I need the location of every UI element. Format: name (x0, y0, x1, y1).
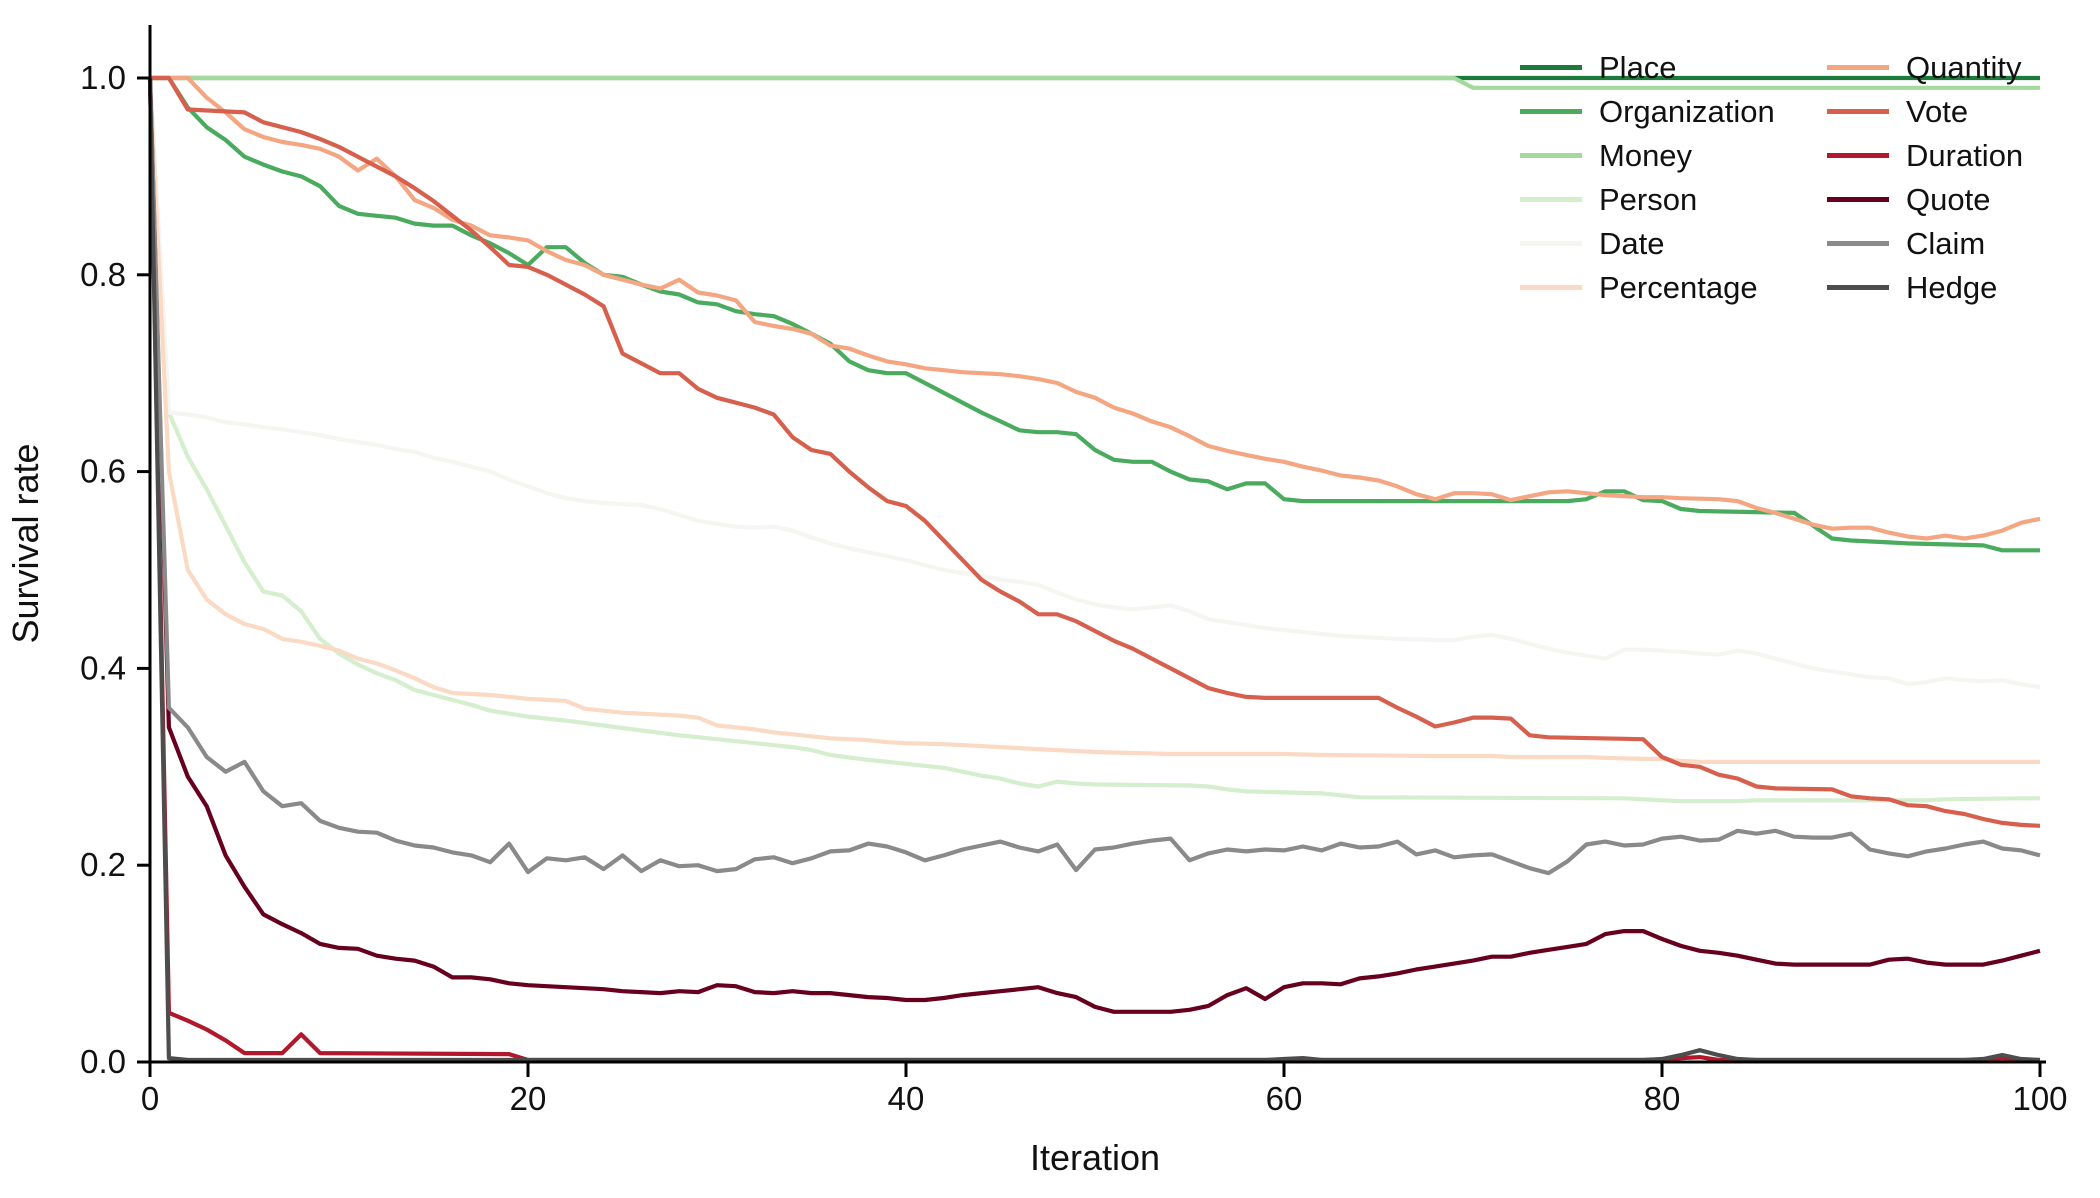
series-line-hedge (147, 77, 2041, 1063)
y-tick-label-0.4: 0.4 (80, 649, 126, 686)
series-line-quote (147, 77, 2041, 1014)
x-tick-label-0: 0 (141, 1080, 159, 1117)
legend-label-organization: Organization (1599, 93, 1775, 129)
legend-swatch-hedge (1827, 284, 1889, 290)
series-line-percentage (147, 77, 2040, 765)
series-line-vote (150, 75, 2041, 828)
legend-swatch-claim (1827, 240, 1889, 246)
legend-item-quantity: Quantity (1827, 45, 2023, 89)
chart-legend-column-left: Place Organization Money Person Date Percenta… (1520, 45, 1775, 309)
legend-label-hedge: Hedge (1906, 269, 1998, 305)
legend-item-organization: Organization (1520, 89, 1775, 133)
legend-label-place: Place (1599, 49, 1677, 85)
x-tick-label-60: 60 (1266, 1080, 1303, 1117)
legend-swatch-percentage (1520, 284, 1582, 290)
y-tick-label-0.8: 0.8 (80, 256, 126, 293)
legend-item-money: Money (1520, 133, 1775, 177)
series-line-date (147, 77, 2041, 690)
legend-swatch-organization (1520, 108, 1582, 114)
series-line-organization (150, 75, 2040, 553)
legend-swatch-person (1520, 196, 1582, 202)
x-tick-label-100: 100 (2012, 1080, 2067, 1117)
legend-item-place: Place (1520, 45, 1775, 89)
legend-label-quote: Quote (1906, 181, 1991, 217)
legend-swatch-duration (1827, 152, 1889, 158)
series-line-quantity (150, 75, 2041, 541)
y-tick-label-0.6: 0.6 (80, 453, 126, 490)
legend-item-person: Person (1520, 177, 1775, 221)
legend-item-quote: Quote (1827, 177, 2023, 221)
legend-swatch-place (1520, 64, 1582, 70)
legend-swatch-vote (1827, 108, 1889, 114)
legend-swatch-money (1520, 152, 1582, 158)
y-tick-label-1.0: 1.0 (80, 59, 126, 96)
legend-item-vote: Vote (1827, 89, 2023, 133)
x-tick-label-40: 40 (888, 1080, 925, 1117)
x-tick-label-20: 20 (510, 1080, 547, 1117)
legend-label-person: Person (1599, 181, 1698, 217)
legend-swatch-date (1520, 240, 1582, 246)
legend-item-hedge: Hedge (1827, 265, 2023, 309)
legend-label-duration: Duration (1906, 137, 2024, 173)
legend-label-percentage: Percentage (1599, 269, 1758, 305)
series-line-money (150, 75, 2040, 90)
legend-label-vote: Vote (1906, 93, 1969, 129)
legend-swatch-quantity (1827, 64, 1889, 70)
y-axis-title: Survival rate (5, 443, 46, 643)
x-axis-title: Iteration (1030, 1137, 1160, 1178)
y-tick-label-0.2: 0.2 (80, 846, 126, 883)
legend-label-money: Money (1599, 137, 1693, 173)
chart-legend-column-right: Quantity Vote Duration Quote Claim Hedge (1827, 45, 2023, 309)
legend-label-quantity: Quantity (1906, 49, 2022, 85)
legend-swatch-quote (1827, 196, 1889, 202)
y-tick-label-0.0: 0.0 (80, 1043, 126, 1080)
legend-item-claim: Claim (1827, 221, 2023, 265)
x-tick-label-80: 80 (1644, 1080, 1681, 1117)
legend-item-percentage: Percentage (1520, 265, 1775, 309)
series-line-claim (147, 77, 2041, 876)
legend-item-date: Date (1520, 221, 1775, 265)
legend-label-date: Date (1599, 225, 1665, 261)
legend-item-duration: Duration (1827, 133, 2023, 177)
legend-label-claim: Claim (1906, 225, 1986, 261)
